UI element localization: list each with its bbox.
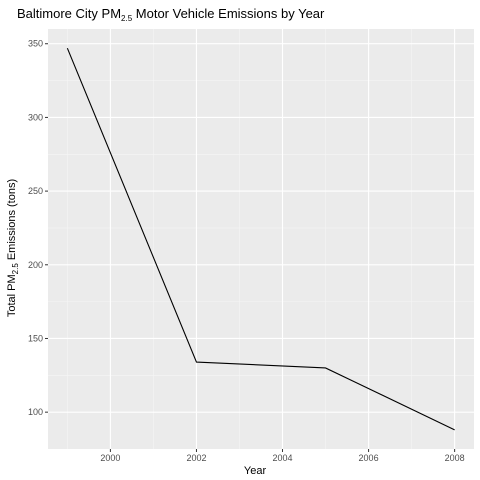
chart-title: Baltimore City PM2.5 Motor Vehicle Emiss… (17, 6, 325, 23)
plot-panel (48, 29, 474, 449)
minor-gridlines (48, 29, 474, 449)
y-tick-label: 100 (28, 407, 43, 417)
y-axis-title: Total PM2.5 Emissions (tons) (6, 179, 20, 317)
y-axis: 100 150 200 250 300 350 (28, 39, 48, 417)
major-gridlines (48, 29, 474, 449)
x-tick-label: 2004 (272, 453, 292, 463)
series-layer (66, 47, 455, 431)
x-tick-label: 2006 (359, 453, 379, 463)
chart-title-rest: Motor Vehicle Emissions by Year (132, 6, 325, 21)
y-tick-label: 350 (28, 39, 43, 49)
y-axis-title-rest: Emissions (tons) (6, 179, 18, 263)
y-tick-label: 250 (28, 186, 43, 196)
x-tick-label: 2002 (186, 453, 206, 463)
x-axis-title: Year (244, 465, 267, 477)
chart-title-main: Baltimore City PM (17, 6, 121, 21)
y-axis-title-subscript: 2.5 (11, 263, 20, 275)
y-tick-label: 150 (28, 333, 43, 343)
x-tick-label: 2008 (445, 453, 465, 463)
chart-title-subscript: 2.5 (121, 14, 133, 23)
series-line (66, 47, 455, 431)
x-tick-label: 2000 (100, 453, 120, 463)
x-axis: 2000 2002 2004 2006 2008 (100, 449, 465, 463)
y-tick-label: 200 (28, 260, 43, 270)
y-axis-title-main: Total PM (6, 274, 18, 317)
y-tick-label: 300 (28, 112, 43, 122)
